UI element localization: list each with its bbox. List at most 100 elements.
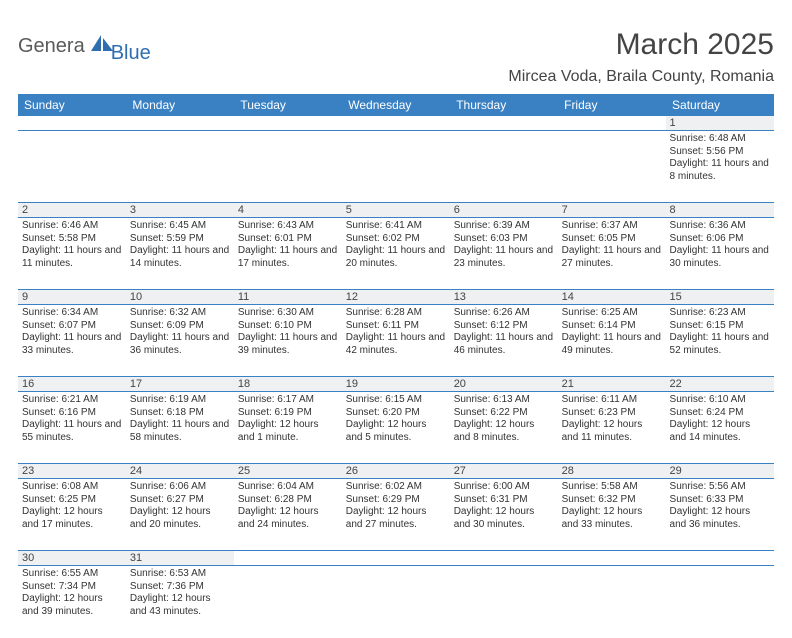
day-cell-text: Sunrise: 6:45 AM Sunset: 5:59 PM Dayligh…	[130, 220, 230, 270]
day-content-row: Sunrise: 6:48 AM Sunset: 5:56 PM Dayligh…	[18, 131, 774, 203]
day-number: 20	[450, 377, 558, 392]
weekday-header: Wednesday	[342, 94, 450, 116]
day-cell: Sunrise: 6:17 AM Sunset: 6:19 PM Dayligh…	[234, 392, 342, 464]
day-number	[342, 551, 450, 566]
day-cell-text: Sunrise: 6:48 AM Sunset: 5:56 PM Dayligh…	[670, 133, 770, 183]
day-cell: Sunrise: 6:21 AM Sunset: 6:16 PM Dayligh…	[18, 392, 126, 464]
day-cell: Sunrise: 6:06 AM Sunset: 6:27 PM Dayligh…	[126, 479, 234, 551]
day-cell-text: Sunrise: 6:46 AM Sunset: 5:58 PM Dayligh…	[22, 220, 122, 270]
day-cell-text: Sunrise: 6:34 AM Sunset: 6:07 PM Dayligh…	[22, 307, 122, 357]
day-number	[666, 551, 774, 566]
day-number	[450, 116, 558, 131]
header: Genera Blue March 2025 Mircea Voda, Brai…	[18, 28, 774, 86]
day-content-row: Sunrise: 6:46 AM Sunset: 5:58 PM Dayligh…	[18, 218, 774, 290]
day-number-row: 3031	[18, 551, 774, 566]
day-number: 11	[234, 290, 342, 305]
day-number: 2	[18, 203, 126, 218]
day-cell: Sunrise: 6:08 AM Sunset: 6:25 PM Dayligh…	[18, 479, 126, 551]
day-cell-text: Sunrise: 6:26 AM Sunset: 6:12 PM Dayligh…	[454, 307, 554, 357]
day-cell: Sunrise: 6:45 AM Sunset: 5:59 PM Dayligh…	[126, 218, 234, 290]
day-number: 31	[126, 551, 234, 566]
day-cell: Sunrise: 6:28 AM Sunset: 6:11 PM Dayligh…	[342, 305, 450, 377]
day-cell-text: Sunrise: 6:55 AM Sunset: 7:34 PM Dayligh…	[22, 568, 122, 618]
day-cell: Sunrise: 6:26 AM Sunset: 6:12 PM Dayligh…	[450, 305, 558, 377]
day-cell: Sunrise: 6:39 AM Sunset: 6:03 PM Dayligh…	[450, 218, 558, 290]
weekday-header: Saturday	[666, 94, 774, 116]
day-cell: Sunrise: 6:25 AM Sunset: 6:14 PM Dayligh…	[558, 305, 666, 377]
day-cell: Sunrise: 6:23 AM Sunset: 6:15 PM Dayligh…	[666, 305, 774, 377]
day-cell-text: Sunrise: 6:21 AM Sunset: 6:16 PM Dayligh…	[22, 394, 122, 444]
day-number: 8	[666, 203, 774, 218]
logo-text-2: Blue	[111, 42, 151, 65]
day-number: 21	[558, 377, 666, 392]
day-cell	[342, 131, 450, 203]
day-content-row: Sunrise: 6:21 AM Sunset: 6:16 PM Dayligh…	[18, 392, 774, 464]
day-cell-text: Sunrise: 6:19 AM Sunset: 6:18 PM Dayligh…	[130, 394, 230, 444]
day-number: 19	[342, 377, 450, 392]
day-number	[342, 116, 450, 131]
day-content-row: Sunrise: 6:34 AM Sunset: 6:07 PM Dayligh…	[18, 305, 774, 377]
month-title: March 2025	[508, 28, 774, 62]
day-number: 5	[342, 203, 450, 218]
day-cell-text: Sunrise: 5:56 AM Sunset: 6:33 PM Dayligh…	[670, 481, 770, 531]
day-cell	[234, 131, 342, 203]
day-cell-text: Sunrise: 6:00 AM Sunset: 6:31 PM Dayligh…	[454, 481, 554, 531]
day-number: 27	[450, 464, 558, 479]
day-cell: Sunrise: 6:34 AM Sunset: 6:07 PM Dayligh…	[18, 305, 126, 377]
day-cell-text: Sunrise: 6:25 AM Sunset: 6:14 PM Dayligh…	[562, 307, 662, 357]
day-cell-text: Sunrise: 6:37 AM Sunset: 6:05 PM Dayligh…	[562, 220, 662, 270]
day-cell: Sunrise: 6:37 AM Sunset: 6:05 PM Dayligh…	[558, 218, 666, 290]
day-cell: Sunrise: 6:13 AM Sunset: 6:22 PM Dayligh…	[450, 392, 558, 464]
day-cell	[18, 131, 126, 203]
day-cell	[558, 131, 666, 203]
day-cell-text: Sunrise: 6:43 AM Sunset: 6:01 PM Dayligh…	[238, 220, 338, 270]
day-number: 4	[234, 203, 342, 218]
day-number: 22	[666, 377, 774, 392]
day-cell: Sunrise: 5:56 AM Sunset: 6:33 PM Dayligh…	[666, 479, 774, 551]
day-cell-text: Sunrise: 6:36 AM Sunset: 6:06 PM Dayligh…	[670, 220, 770, 270]
day-number: 29	[666, 464, 774, 479]
day-cell: Sunrise: 6:32 AM Sunset: 6:09 PM Dayligh…	[126, 305, 234, 377]
day-number	[450, 551, 558, 566]
day-number: 7	[558, 203, 666, 218]
day-number: 28	[558, 464, 666, 479]
day-content-row: Sunrise: 6:08 AM Sunset: 6:25 PM Dayligh…	[18, 479, 774, 551]
day-cell-text: Sunrise: 6:39 AM Sunset: 6:03 PM Dayligh…	[454, 220, 554, 270]
day-cell	[342, 566, 450, 638]
day-cell: Sunrise: 6:10 AM Sunset: 6:24 PM Dayligh…	[666, 392, 774, 464]
day-cell-text: Sunrise: 6:53 AM Sunset: 7:36 PM Dayligh…	[130, 568, 230, 618]
day-number: 14	[558, 290, 666, 305]
day-cell-text: Sunrise: 6:32 AM Sunset: 6:09 PM Dayligh…	[130, 307, 230, 357]
day-cell-text: Sunrise: 5:58 AM Sunset: 6:32 PM Dayligh…	[562, 481, 662, 531]
day-number: 12	[342, 290, 450, 305]
day-cell	[450, 131, 558, 203]
weekday-header: Tuesday	[234, 94, 342, 116]
weekday-header: Thursday	[450, 94, 558, 116]
day-number: 25	[234, 464, 342, 479]
day-cell-text: Sunrise: 6:04 AM Sunset: 6:28 PM Dayligh…	[238, 481, 338, 531]
day-cell: Sunrise: 5:58 AM Sunset: 6:32 PM Dayligh…	[558, 479, 666, 551]
day-cell-text: Sunrise: 6:08 AM Sunset: 6:25 PM Dayligh…	[22, 481, 122, 531]
day-cell: Sunrise: 6:53 AM Sunset: 7:36 PM Dayligh…	[126, 566, 234, 638]
day-cell	[126, 131, 234, 203]
day-number: 15	[666, 290, 774, 305]
day-number-row: 9101112131415	[18, 290, 774, 305]
day-number: 17	[126, 377, 234, 392]
day-cell-text: Sunrise: 6:06 AM Sunset: 6:27 PM Dayligh…	[130, 481, 230, 531]
day-number	[234, 551, 342, 566]
logo: Genera Blue	[18, 28, 151, 65]
day-number: 26	[342, 464, 450, 479]
day-cell-text: Sunrise: 6:28 AM Sunset: 6:11 PM Dayligh…	[346, 307, 446, 357]
day-cell	[558, 566, 666, 638]
day-cell-text: Sunrise: 6:23 AM Sunset: 6:15 PM Dayligh…	[670, 307, 770, 357]
weekday-header: Friday	[558, 94, 666, 116]
day-number: 13	[450, 290, 558, 305]
weekday-header: Sunday	[18, 94, 126, 116]
day-number: 3	[126, 203, 234, 218]
day-cell: Sunrise: 6:48 AM Sunset: 5:56 PM Dayligh…	[666, 131, 774, 203]
day-cell-text: Sunrise: 6:10 AM Sunset: 6:24 PM Dayligh…	[670, 394, 770, 444]
day-number	[234, 116, 342, 131]
day-cell: Sunrise: 6:55 AM Sunset: 7:34 PM Dayligh…	[18, 566, 126, 638]
day-content-row: Sunrise: 6:55 AM Sunset: 7:34 PM Dayligh…	[18, 566, 774, 638]
day-cell: Sunrise: 6:46 AM Sunset: 5:58 PM Dayligh…	[18, 218, 126, 290]
